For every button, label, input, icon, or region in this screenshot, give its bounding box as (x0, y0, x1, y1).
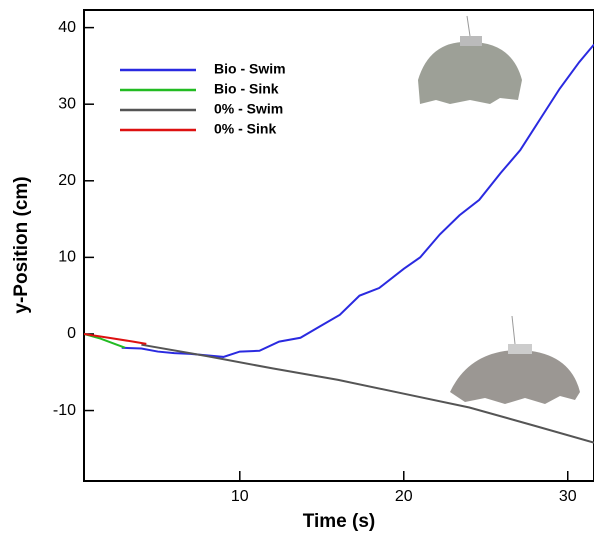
y-tick-label: -10 (53, 402, 76, 419)
series-line (121, 43, 594, 358)
jellyfish-top (418, 15, 522, 104)
plot-area (84, 43, 594, 444)
jellyfish-bottom (450, 315, 580, 404)
series-line (84, 332, 147, 345)
x-tick-label: 20 (395, 488, 413, 505)
legend-label: 0% - Swim (214, 101, 283, 117)
series-line (84, 332, 126, 349)
y-tick-label: 30 (58, 95, 76, 112)
x-tick-label: 30 (559, 488, 577, 505)
y-tick-label: 0 (67, 325, 76, 342)
y-axis-label: y-Position (cm) (11, 176, 32, 313)
series-line (141, 343, 594, 444)
legend-label: Bio - Sink (214, 81, 279, 97)
legend-label: 0% - Sink (214, 121, 276, 137)
legend-label: Bio - Swim (214, 61, 286, 77)
plot-frame (83, 9, 594, 482)
y-tick-label: 40 (58, 19, 76, 36)
x-axis-label: Time (s) (303, 511, 376, 532)
y-tick-label: 20 (58, 172, 76, 189)
x-tick-label: 10 (231, 488, 249, 505)
y-tick-label: 10 (58, 249, 76, 266)
